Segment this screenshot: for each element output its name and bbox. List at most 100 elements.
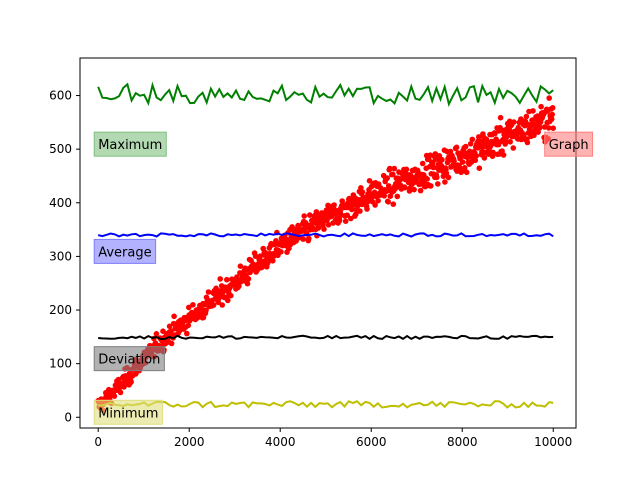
scatter-point [538,103,544,110]
scatter-point [289,224,295,230]
line-series-1 [97,81,554,108]
scatter-point [469,136,476,143]
scatter-point [417,187,424,194]
x-tick-label: 10000 [534,435,572,449]
annotation-box [544,131,594,157]
scatter-point [434,174,440,181]
scatter-point [128,379,134,385]
scatter-point [319,210,325,216]
annotation-graph: Graph [544,131,594,157]
scatter-point [461,165,468,171]
scatter-point [237,263,244,270]
annotation-box [93,238,157,264]
annotation-label: Graph [549,138,589,153]
scatter-point [224,276,230,283]
scatter-point [390,171,396,178]
scatter-point [523,113,530,120]
scatter-point [497,114,504,121]
scatter-point [205,289,212,295]
annotations: Maximum Average Deviation Minimum Graph [93,131,594,425]
annotation-label: Average [98,245,151,260]
scatter-point [270,258,276,264]
scatter-point [435,181,441,187]
annotation-minimum: Minimum [93,399,163,425]
scatter-point [331,202,337,208]
scatter-point [166,323,173,330]
scatter-point [387,165,393,172]
scatter-point [339,198,346,204]
scatter-point [357,208,363,214]
line-series-3 [98,334,554,341]
scatter-point [419,160,426,167]
scatter-point [257,253,264,259]
scatter-point [536,125,543,131]
scatter-point [236,283,242,289]
scatter-point [359,189,366,195]
scatter-point [451,158,457,164]
scatter-point [472,157,479,164]
annotation-box [93,399,163,425]
scatter-point [549,111,555,118]
y-tick-label: 500 [49,142,72,156]
scatter-point [413,176,420,183]
annotation-label: Minimum [98,406,158,421]
scatter-point [184,330,190,337]
scatter-point [403,166,410,173]
scatter-point [394,193,401,200]
scatter-point [321,226,327,232]
scatter-point [111,393,118,399]
annotation-label: Deviation [98,353,160,368]
axes-frame [79,57,577,429]
scatter-point [476,165,483,171]
scatter-point [402,184,408,191]
y-tick-label: 0 [64,410,72,424]
scatter-point [504,133,511,140]
scatter-point [219,302,225,308]
annotation-box [93,131,167,157]
scatter-point [428,183,434,189]
scatter-point [424,176,431,182]
y-tick-label: 400 [49,196,72,210]
scatter-point [387,193,394,199]
scatter-point [530,108,536,114]
x-tick-label: 2000 [174,435,205,449]
scatter-point [301,213,308,219]
scatter-point [548,116,555,122]
scatter-point [443,170,450,176]
scatter-point [203,307,209,314]
scatter-point [171,313,177,320]
scatter-point [490,149,496,156]
x-tick-label: 0 [94,435,102,449]
scatter-point [510,145,517,151]
axes: 0 2000 4000 6000 8000 10000 0 100 200 300 400 500 60… [49,89,572,449]
scatter-point [278,249,284,255]
line-series-4 [98,400,554,409]
scatter-point [467,141,474,147]
scatter-point [325,222,332,228]
scatter-point [476,134,482,140]
scatter-point [549,105,556,111]
x-tick-label: 4000 [265,435,296,449]
scatter-point [459,159,466,165]
scatter-point [383,188,390,194]
scatter-point [511,119,517,125]
scatter-point [228,292,234,299]
scatter-point [245,276,252,282]
y-tick-label: 600 [49,89,72,103]
scatter-point [466,148,473,155]
scatter-point [190,302,196,308]
scatter-point [225,297,231,304]
annotation-maximum: Maximum [93,131,167,157]
scatter-point [531,132,537,139]
scatter-point [492,130,498,137]
scatter-point [185,322,192,329]
scatter-point [445,174,452,181]
scatter-point [217,276,223,282]
scatter-point [252,253,259,259]
scatter-point [381,193,388,199]
annotation-deviation: Deviation [93,346,165,372]
scatter-point [349,206,355,213]
scatter-point [384,175,391,181]
scatter-point [358,185,364,191]
